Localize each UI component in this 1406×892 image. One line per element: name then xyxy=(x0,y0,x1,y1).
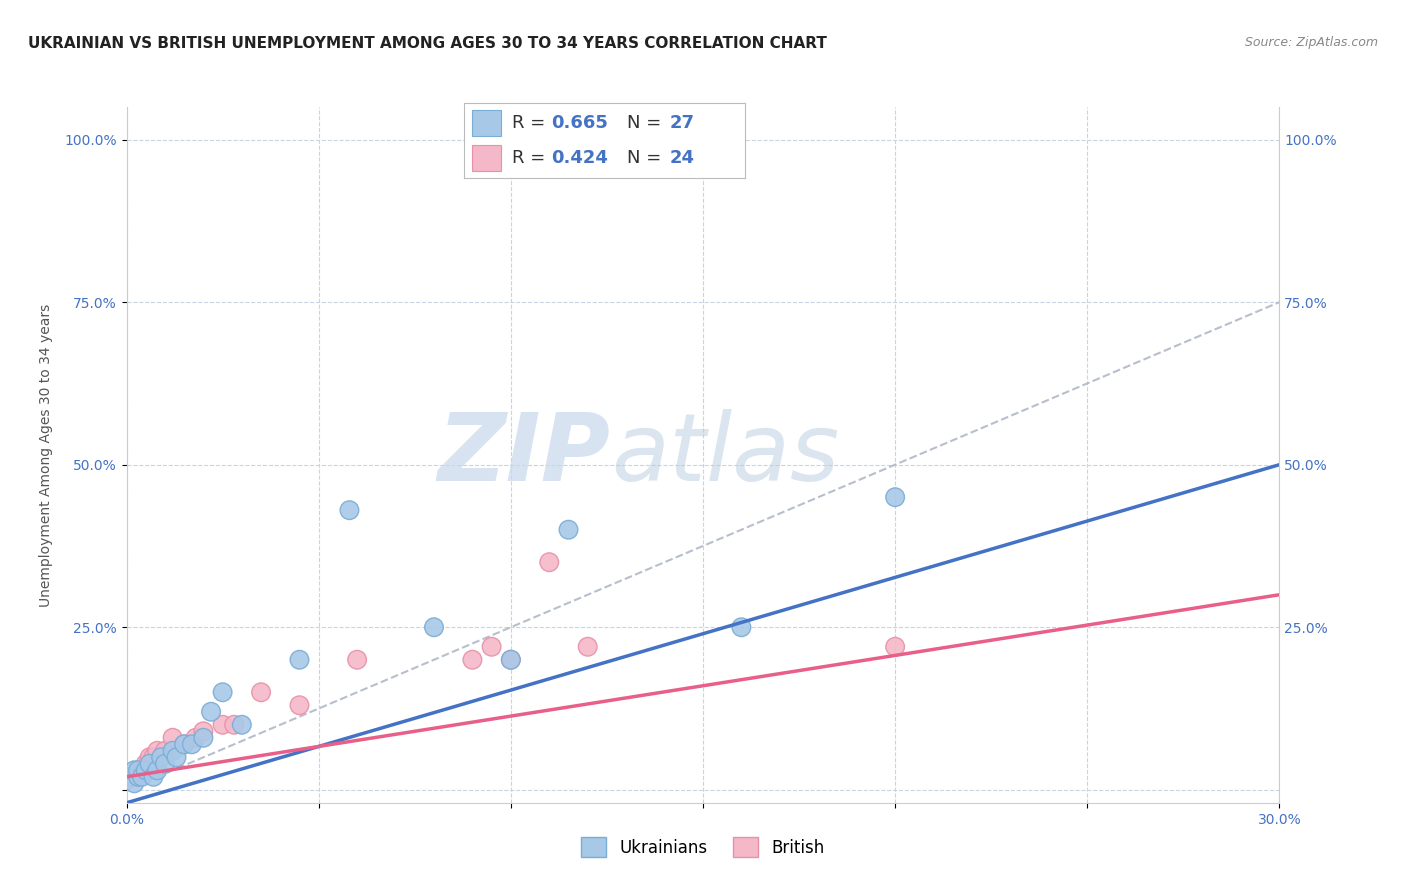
Point xyxy=(146,744,169,758)
Point xyxy=(173,737,195,751)
Point xyxy=(146,764,169,778)
Text: 27: 27 xyxy=(669,114,695,132)
Legend: Ukrainians, British: Ukrainians, British xyxy=(575,830,831,864)
Point xyxy=(127,770,149,784)
Point xyxy=(339,503,361,517)
Point xyxy=(122,776,145,790)
Point xyxy=(131,764,153,778)
Point xyxy=(346,653,368,667)
Point xyxy=(127,764,149,778)
Point xyxy=(166,750,188,764)
Point xyxy=(162,731,184,745)
Point xyxy=(173,737,195,751)
Text: N =: N = xyxy=(627,149,666,167)
Point xyxy=(135,764,157,778)
Point xyxy=(884,490,907,504)
Point xyxy=(122,770,145,784)
Point xyxy=(162,744,184,758)
Point xyxy=(423,620,446,634)
FancyBboxPatch shape xyxy=(472,145,501,171)
Point xyxy=(193,724,215,739)
Point xyxy=(153,756,176,771)
Point xyxy=(122,764,145,778)
Point xyxy=(288,653,311,667)
Text: 0.665: 0.665 xyxy=(551,114,607,132)
Text: 24: 24 xyxy=(669,149,695,167)
Point xyxy=(184,731,207,745)
Point xyxy=(150,750,173,764)
Point xyxy=(576,640,599,654)
Point xyxy=(231,718,253,732)
Point xyxy=(730,620,752,634)
Point xyxy=(120,770,142,784)
FancyBboxPatch shape xyxy=(472,111,501,136)
Point xyxy=(138,750,160,764)
Point xyxy=(499,653,522,667)
Point xyxy=(135,756,157,771)
Point xyxy=(142,750,165,764)
Point xyxy=(153,744,176,758)
Text: N =: N = xyxy=(627,114,666,132)
Text: UKRAINIAN VS BRITISH UNEMPLOYMENT AMONG AGES 30 TO 34 YEARS CORRELATION CHART: UKRAINIAN VS BRITISH UNEMPLOYMENT AMONG … xyxy=(28,36,827,51)
Point xyxy=(211,685,233,699)
Point xyxy=(142,770,165,784)
Point xyxy=(131,770,153,784)
Y-axis label: Unemployment Among Ages 30 to 34 years: Unemployment Among Ages 30 to 34 years xyxy=(39,303,53,607)
Text: R =: R = xyxy=(512,114,551,132)
Point xyxy=(250,685,273,699)
Point xyxy=(120,770,142,784)
Point xyxy=(461,653,484,667)
Point xyxy=(138,756,160,771)
Point xyxy=(499,653,522,667)
Text: Source: ZipAtlas.com: Source: ZipAtlas.com xyxy=(1244,36,1378,49)
Point xyxy=(224,718,246,732)
Point xyxy=(557,523,579,537)
Point xyxy=(180,737,202,751)
Text: ZIP: ZIP xyxy=(437,409,610,501)
Point xyxy=(200,705,222,719)
Point xyxy=(288,698,311,713)
Point xyxy=(127,764,149,778)
Point xyxy=(193,731,215,745)
Text: 0.424: 0.424 xyxy=(551,149,607,167)
Point xyxy=(481,640,503,654)
Text: atlas: atlas xyxy=(610,409,839,500)
Point xyxy=(538,555,561,569)
Point xyxy=(884,640,907,654)
Point xyxy=(211,718,233,732)
Text: R =: R = xyxy=(512,149,551,167)
